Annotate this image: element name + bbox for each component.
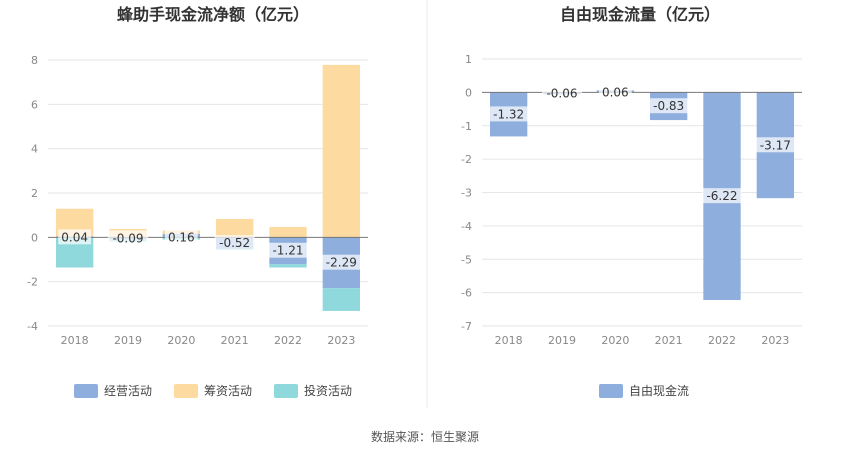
y-tick-label: -5: [461, 253, 472, 266]
data-label-bg: [268, 242, 308, 258]
x-tick-label: 2019: [548, 334, 576, 347]
bar-投资活动: [269, 264, 307, 268]
data-label: 0.04: [61, 230, 88, 244]
y-tick-label: -2: [27, 276, 38, 289]
data-label: -6.22: [706, 189, 737, 203]
bar-筹资活动: [269, 226, 307, 238]
x-tick-label: 2023: [761, 334, 789, 347]
y-tick-label: 1: [465, 53, 472, 66]
data-label: -0.06: [546, 86, 577, 100]
y-tick-label: -3: [461, 187, 472, 200]
x-tick-label: 2018: [61, 334, 89, 347]
chart-title: 自由现金流量（亿元）: [560, 5, 720, 24]
y-tick-label: -2: [461, 153, 472, 166]
legend-label: 投资活动: [304, 383, 352, 398]
data-label: -2.29: [326, 256, 357, 270]
data-label-bg: [598, 84, 632, 100]
data-label-bg: [755, 137, 796, 153]
data-label-bg: [542, 85, 582, 101]
y-tick-label: -6: [461, 287, 472, 300]
x-tick-label: 2020: [167, 334, 195, 347]
y-tick-label: -4: [461, 220, 472, 233]
bar-筹资活动: [216, 218, 254, 238]
data-label-bg: [702, 188, 742, 204]
x-tick-label: 2021: [221, 334, 249, 347]
x-tick-label: 2018: [495, 334, 523, 347]
data-label-bg: [648, 98, 689, 114]
legend-label: 经营活动: [104, 384, 152, 398]
y-tick-label: 0: [465, 86, 472, 99]
data-label: 0.16: [168, 230, 195, 244]
data-label-bg: [58, 229, 92, 245]
legend-label: 自由现金流: [629, 383, 689, 398]
y-tick-label: 8: [31, 54, 38, 67]
data-label: -3.17: [760, 138, 791, 152]
x-tick-label: 2022: [274, 334, 302, 347]
x-tick-label: 2020: [601, 334, 629, 347]
bar-筹资活动: [322, 64, 360, 238]
legend-swatch: [74, 384, 98, 398]
data-label-bg: [108, 230, 148, 246]
y-tick-label: 0: [31, 231, 38, 244]
data-label-bg: [164, 229, 198, 245]
x-tick-label: 2019: [114, 334, 142, 347]
legend-label: 筹资活动: [204, 384, 252, 398]
x-tick-label: 2022: [708, 334, 736, 347]
data-label: -0.09: [112, 231, 143, 245]
bar-投资活动: [322, 288, 360, 311]
y-tick-label: -1: [461, 120, 472, 133]
source-note: 数据来源：恒生聚源: [370, 430, 479, 444]
data-label: -0.83: [653, 99, 684, 113]
y-tick-label: 2: [31, 187, 38, 200]
data-label: -1.32: [493, 107, 524, 121]
y-tick-label: -4: [27, 320, 38, 333]
data-label: 0.06: [602, 85, 629, 99]
data-label-bg: [214, 235, 255, 251]
chart-title: 蜂助手现金流净额（亿元）: [117, 5, 309, 24]
x-tick-label: 2023: [327, 334, 355, 347]
y-tick-label: -7: [461, 320, 472, 333]
x-tick-label: 2021: [655, 334, 683, 347]
data-label: -0.52: [219, 236, 250, 250]
data-label-bg: [321, 254, 362, 270]
y-tick-label: 6: [31, 98, 38, 111]
legend-swatch: [174, 384, 198, 398]
data-label: -1.21: [272, 244, 303, 258]
y-tick-label: 4: [31, 143, 38, 156]
legend-swatch: [599, 384, 623, 398]
legend-swatch: [274, 384, 298, 398]
data-label-bg: [488, 106, 529, 122]
